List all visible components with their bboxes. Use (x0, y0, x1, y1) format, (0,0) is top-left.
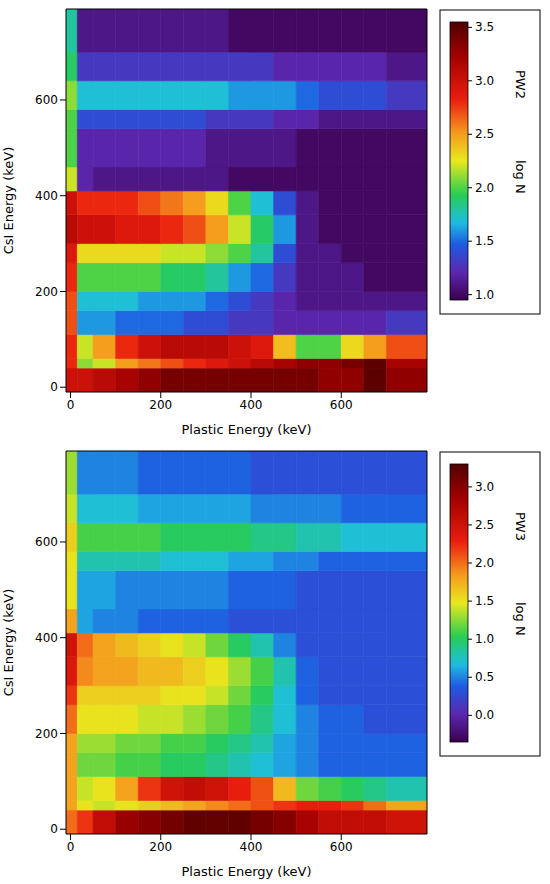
svg-text:2.0: 2.0 (475, 556, 494, 570)
svg-text:0: 0 (67, 398, 75, 412)
svg-text:200: 200 (149, 840, 172, 854)
svg-text:600: 600 (35, 93, 58, 107)
svg-text:600: 600 (35, 535, 58, 549)
svg-text:200: 200 (149, 398, 172, 412)
svg-text:3.0: 3.0 (475, 74, 494, 88)
svg-text:400: 400 (35, 631, 58, 645)
svg-text:log N: log N (513, 602, 528, 636)
svg-text:400: 400 (35, 189, 58, 203)
svg-text:Plastic Energy (keV): Plastic Energy (keV) (182, 864, 312, 879)
svg-text:2.5: 2.5 (475, 518, 494, 532)
svg-text:1.0: 1.0 (475, 288, 494, 302)
svg-text:0: 0 (50, 380, 58, 394)
svg-text:3.5: 3.5 (475, 20, 494, 34)
svg-text:1.0: 1.0 (475, 632, 494, 646)
svg-text:0.5: 0.5 (475, 670, 494, 684)
svg-text:1.5: 1.5 (475, 594, 494, 608)
svg-text:1.5: 1.5 (475, 234, 494, 248)
svg-text:400: 400 (240, 398, 263, 412)
svg-text:0: 0 (67, 840, 75, 854)
svg-text:2.0: 2.0 (475, 181, 494, 195)
svg-text:200: 200 (35, 727, 58, 741)
svg-text:PW2: PW2 (513, 70, 528, 99)
svg-text:PW3: PW3 (513, 512, 528, 541)
svg-text:Plastic Energy (keV): Plastic Energy (keV) (182, 422, 312, 437)
svg-text:CsI Energy (keV): CsI Energy (keV) (1, 589, 16, 697)
svg-text:400: 400 (240, 840, 263, 854)
svg-text:log N: log N (513, 160, 528, 194)
svg-text:CsI Energy (keV): CsI Energy (keV) (1, 147, 16, 255)
svg-text:600: 600 (330, 840, 353, 854)
svg-text:0: 0 (50, 822, 58, 836)
svg-text:3.0: 3.0 (475, 480, 494, 494)
svg-text:2.5: 2.5 (475, 127, 494, 141)
svg-text:600: 600 (330, 398, 353, 412)
svg-text:200: 200 (35, 285, 58, 299)
svg-text:0.0: 0.0 (475, 708, 494, 722)
